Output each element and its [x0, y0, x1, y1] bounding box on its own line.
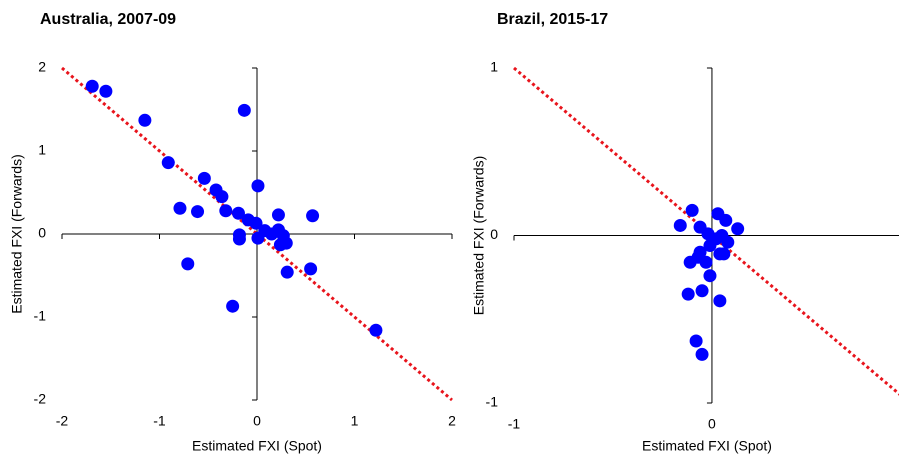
point [673, 218, 687, 232]
x-tick-label: 1 [351, 413, 359, 429]
chart-title: Australia, 2007-09 [40, 11, 176, 28]
point [280, 265, 294, 279]
y-tick-label: 0 [38, 225, 46, 241]
chart-title: Brazil, 2015-17 [497, 11, 608, 28]
point [271, 208, 285, 222]
point [232, 232, 246, 246]
point [695, 284, 709, 298]
point [304, 262, 318, 276]
x-axis-label: Estimated FXI (Spot) [192, 438, 322, 454]
point [197, 171, 211, 185]
point [191, 205, 205, 219]
point [85, 79, 99, 93]
point [306, 209, 320, 223]
y-tick-label: 0 [490, 226, 498, 242]
x-tick-label: 0 [708, 416, 716, 432]
y-tick-label: 1 [38, 142, 46, 158]
point [695, 347, 709, 361]
point [369, 323, 383, 337]
point [99, 84, 113, 98]
point [181, 257, 195, 271]
point [249, 216, 263, 230]
point [226, 299, 240, 313]
point [251, 179, 265, 193]
point [138, 113, 152, 127]
reference-line [61, 66, 453, 402]
point [717, 247, 731, 261]
y-tick-label: -2 [34, 391, 47, 407]
y-axis-label: Estimated FXI (Forwards) [471, 156, 487, 315]
x-tick-label: -1 [153, 413, 166, 429]
x-tick-label: 0 [253, 413, 261, 429]
point [231, 206, 245, 220]
y-axis-label: Estimated FXI (Forwards) [9, 154, 25, 313]
point [219, 204, 233, 218]
point [161, 156, 175, 170]
x-tick-label: -2 [56, 413, 69, 429]
point [703, 269, 717, 283]
x-axis-label: Estimated FXI (Spot) [642, 438, 772, 454]
point [685, 203, 699, 217]
point [237, 103, 251, 117]
y-tick-label: 1 [490, 59, 498, 75]
point [721, 235, 735, 249]
point [215, 190, 229, 204]
point [273, 238, 287, 252]
point [703, 239, 717, 253]
x-tick-label: 2 [448, 413, 456, 429]
y-tick-label: 2 [38, 59, 46, 75]
point [681, 287, 695, 301]
point [731, 222, 745, 236]
point [699, 255, 713, 269]
y-tick-label: -1 [486, 394, 499, 410]
point [689, 334, 703, 348]
y-tick-label: -1 [34, 308, 47, 324]
point [719, 213, 733, 227]
x-tick-label: -1 [508, 416, 521, 432]
point [713, 294, 727, 308]
point [173, 201, 187, 215]
